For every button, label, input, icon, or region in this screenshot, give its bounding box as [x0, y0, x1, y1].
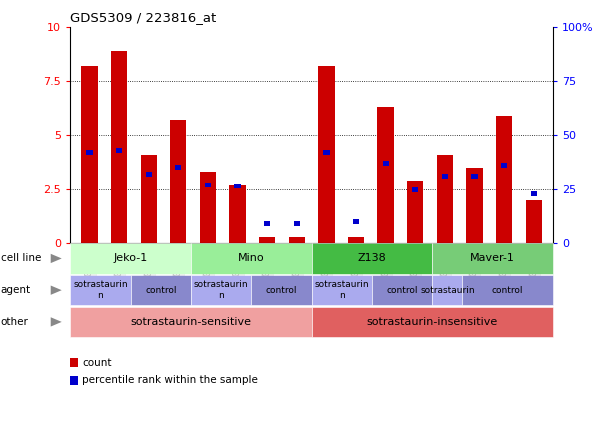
Text: Mino: Mino — [238, 253, 265, 264]
Bar — [259, 237, 276, 243]
Bar — [145, 172, 152, 176]
Bar — [407, 181, 423, 243]
Text: Maver-1: Maver-1 — [470, 253, 515, 264]
Bar — [501, 163, 507, 168]
Text: cell line: cell line — [1, 253, 41, 264]
Bar — [288, 237, 305, 243]
Bar — [466, 168, 483, 243]
Text: sotrastaurin: sotrastaurin — [420, 286, 475, 295]
Bar — [378, 107, 393, 243]
Text: control: control — [386, 286, 418, 295]
Text: count: count — [82, 357, 112, 368]
Bar — [471, 174, 478, 179]
Bar — [141, 155, 157, 243]
Bar — [200, 172, 216, 243]
Bar — [530, 191, 537, 196]
Bar — [437, 155, 453, 243]
Text: sotrastaurin
n: sotrastaurin n — [194, 280, 249, 300]
Bar — [81, 66, 98, 243]
Bar — [294, 221, 300, 226]
Bar — [235, 184, 241, 188]
Text: sotrastaurin-sensitive: sotrastaurin-sensitive — [130, 317, 252, 327]
Bar — [230, 185, 246, 243]
Bar — [111, 51, 127, 243]
Bar — [496, 116, 512, 243]
Text: GDS5309 / 223816_at: GDS5309 / 223816_at — [70, 11, 216, 24]
Bar — [116, 148, 122, 153]
Bar — [318, 66, 335, 243]
Bar — [442, 174, 448, 179]
Text: Z138: Z138 — [357, 253, 386, 264]
Bar — [170, 120, 186, 243]
Text: control: control — [145, 286, 177, 295]
Text: control: control — [266, 286, 297, 295]
Text: other: other — [1, 317, 29, 327]
Bar — [175, 165, 181, 170]
Bar — [525, 200, 542, 243]
Text: percentile rank within the sample: percentile rank within the sample — [82, 375, 258, 385]
Text: control: control — [492, 286, 524, 295]
Bar — [264, 221, 270, 226]
Text: sotrastaurin
n: sotrastaurin n — [73, 280, 128, 300]
Text: Jeko-1: Jeko-1 — [114, 253, 148, 264]
Bar — [205, 183, 211, 187]
Text: agent: agent — [1, 285, 31, 295]
Text: sotrastaurin
n: sotrastaurin n — [315, 280, 369, 300]
Bar — [382, 161, 389, 166]
Bar — [412, 187, 419, 192]
Bar — [323, 150, 329, 155]
Text: sotrastaurin-insensitive: sotrastaurin-insensitive — [367, 317, 498, 327]
Bar — [353, 219, 359, 224]
Bar — [348, 237, 364, 243]
Bar — [86, 150, 93, 155]
